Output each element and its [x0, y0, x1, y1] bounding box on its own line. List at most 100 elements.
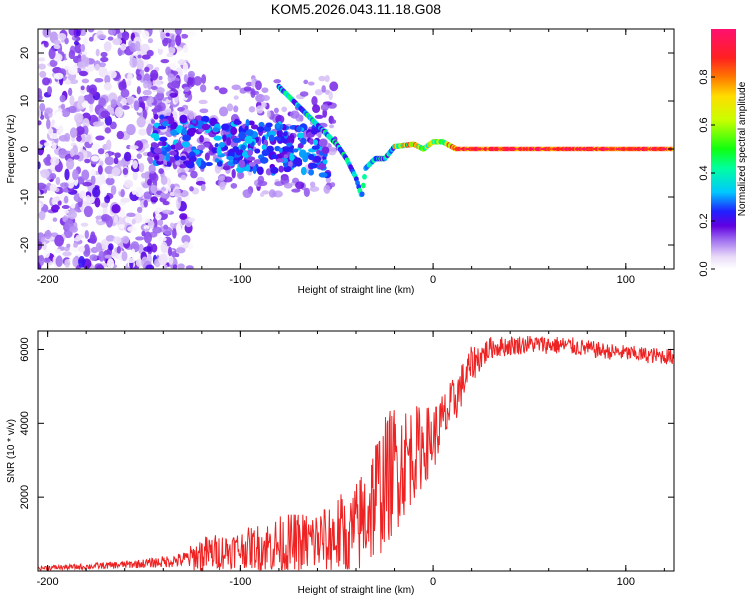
spectrogram-cell — [286, 160, 293, 168]
spectrogram-cell — [121, 31, 130, 37]
spectrogram-cell — [143, 225, 150, 230]
spectrogram-cell — [311, 145, 320, 150]
spectrogram-cell — [54, 234, 64, 247]
spectrogram-cell — [146, 156, 153, 162]
spectrogram-cell — [283, 182, 293, 189]
spectrogram-cell — [188, 217, 196, 223]
spectrogram-cell — [136, 73, 142, 81]
spectrogram-cell — [39, 102, 46, 112]
spectrogram-cell — [259, 192, 265, 197]
spectrogram-cell — [309, 138, 314, 145]
spectrogram-cell — [229, 148, 235, 153]
spectrogram-cell — [231, 168, 236, 179]
spectrogram-cell — [250, 88, 256, 99]
spectrogram-cell — [49, 183, 57, 192]
spectrogram-cell — [193, 75, 202, 86]
spectrogram-cell — [51, 197, 57, 206]
spectrogram-cell — [150, 184, 158, 194]
spectrogram-cell — [184, 93, 189, 98]
spectrogram-cell — [95, 48, 100, 57]
spectrogram-cell — [321, 146, 330, 155]
spectrogram-cell — [222, 176, 233, 183]
spectrogram-cell — [171, 250, 177, 258]
spectrogram-cell — [61, 108, 71, 118]
spectrogram-cell — [230, 182, 238, 189]
spectrogram-cell — [116, 130, 125, 140]
spectrogram-cell — [199, 84, 207, 93]
spectrogram-ridge-core — [505, 148, 512, 150]
spectrogram-cell — [105, 234, 116, 242]
spectrogram-cell — [38, 202, 42, 213]
spectrogram-cell — [170, 129, 178, 136]
spectrogram-cell — [43, 248, 51, 259]
spectrogram-cell — [141, 230, 146, 237]
spectrogram-cell — [181, 234, 191, 244]
spectrogram-cell — [84, 230, 89, 239]
spectrogram-cell — [147, 38, 154, 44]
spectrogram-cell — [218, 175, 226, 181]
spectrogram-cell — [160, 30, 165, 41]
spectrogram-cell — [222, 134, 227, 142]
spectrogram-cell — [253, 159, 262, 165]
spectrogram-cell — [121, 105, 130, 110]
spectrogram-cell — [82, 181, 93, 187]
spectrogram-cell — [181, 127, 188, 136]
spectrogram-cell — [121, 251, 128, 262]
spectrogram-cell — [310, 127, 318, 135]
spectrogram-cell — [167, 73, 175, 83]
spectrogram-cell — [79, 190, 87, 199]
spectrogram-cell — [158, 236, 167, 242]
spectrogram-cell — [133, 100, 140, 111]
spectrogram-cell — [185, 265, 194, 269]
spectrogram-cell — [77, 95, 85, 104]
spectrogram-cell — [238, 159, 246, 168]
spectrogram-cell — [59, 182, 69, 188]
spectrogram-cell — [241, 151, 249, 158]
spectrogram-cell — [160, 241, 168, 254]
spectrogram-y-axis: -20 -10 0 10 20 — [19, 47, 674, 253]
x-tick-label: 0 — [430, 576, 436, 588]
spectrogram-cell — [183, 74, 189, 83]
spectrogram-cell — [53, 39, 61, 46]
spectrogram-cell — [98, 67, 108, 78]
spectrogram-cell — [209, 117, 218, 127]
spectrogram-cell — [116, 160, 126, 167]
spectrogram-cell — [201, 74, 207, 84]
spectrogram-cell — [270, 166, 279, 174]
spectrogram-cell — [233, 120, 242, 125]
spectrogram-ridge-core — [528, 148, 535, 150]
snr-plot-area — [38, 331, 674, 571]
spectrogram-cell — [291, 188, 301, 193]
spectrogram-cell — [245, 164, 251, 172]
spectrogram-cell — [50, 81, 58, 91]
spectrogram-cell — [136, 153, 142, 159]
chart-title: KOM5.2026.043.11.18.G08 — [271, 1, 441, 17]
spectrogram-cell — [103, 41, 112, 52]
spectrogram-cell — [160, 59, 170, 64]
spectrogram-cell — [328, 91, 333, 101]
colorbar-axis: 0.0 0.2 0.4 0.6 0.8 — [698, 69, 715, 277]
spectrogram-cell — [113, 236, 122, 244]
y-tick-label: 2000 — [19, 485, 31, 509]
spectrogram-cell — [216, 146, 222, 154]
spectrogram-cell — [325, 176, 331, 184]
spectrogram-cell — [183, 241, 190, 249]
spectrogram-cell — [170, 183, 175, 190]
spectrogram-cell — [312, 104, 321, 114]
spectrogram-cell — [120, 88, 130, 98]
spectrogram-cell — [205, 161, 213, 167]
spectrogram-cell — [248, 161, 256, 167]
spectrogram-cell — [110, 185, 117, 196]
spectrogram-cell — [55, 248, 62, 254]
spectrogram-cell — [167, 137, 174, 146]
spectrogram-cell — [214, 85, 220, 91]
spectrogram-cell — [142, 89, 152, 96]
spectrogram-cell — [275, 122, 281, 129]
spectrogram-cell — [99, 121, 105, 126]
spectrogram-cell — [76, 135, 82, 142]
spectrogram-cell — [232, 137, 242, 143]
spectrogram-cell — [42, 77, 51, 86]
spectrogram-cell — [182, 44, 189, 54]
x-tick-label: -200 — [37, 576, 59, 588]
